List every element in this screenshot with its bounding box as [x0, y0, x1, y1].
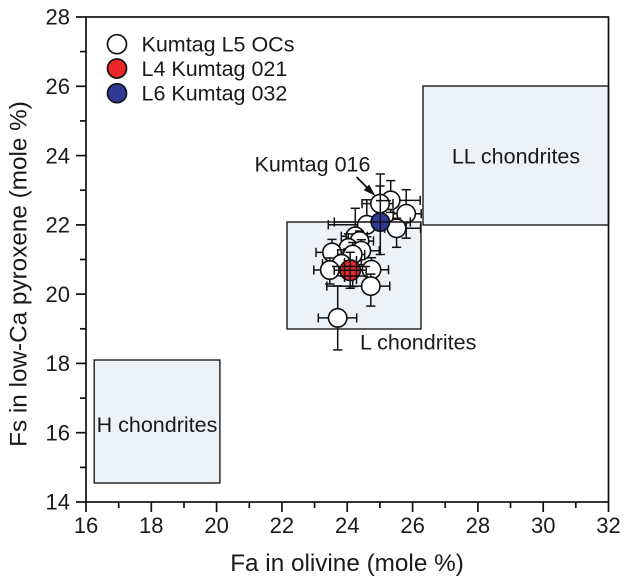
svg-text:L6 Kumtag 032: L6 Kumtag 032 [142, 82, 288, 106]
svg-text:H chondrites: H chondrites [97, 413, 218, 437]
svg-text:30: 30 [531, 513, 555, 538]
svg-text:20: 20 [204, 513, 228, 538]
svg-text:26: 26 [46, 74, 70, 99]
svg-text:16: 16 [46, 420, 70, 445]
svg-text:24: 24 [335, 513, 359, 538]
svg-text:26: 26 [400, 513, 424, 538]
svg-text:Fa in olivine (mole %): Fa in olivine (mole %) [230, 550, 464, 577]
svg-text:14: 14 [46, 490, 70, 515]
svg-text:L4 Kumtag 021: L4 Kumtag 021 [142, 57, 288, 81]
svg-text:24: 24 [46, 143, 70, 168]
svg-text:22: 22 [270, 513, 294, 538]
svg-text:32: 32 [596, 513, 620, 538]
svg-text:22: 22 [46, 213, 70, 238]
svg-text:16: 16 [74, 513, 98, 538]
svg-text:Fs in low-Ca pyroxene (mole %): Fs in low-Ca pyroxene (mole %) [6, 101, 33, 447]
svg-text:20: 20 [46, 282, 70, 307]
svg-text:LL chondrites: LL chondrites [452, 145, 580, 169]
svg-text:28: 28 [46, 5, 70, 30]
svg-text:Kumtag L5 OCs: Kumtag L5 OCs [142, 33, 295, 57]
svg-text:28: 28 [466, 513, 490, 538]
svg-text:L chondrites: L chondrites [360, 331, 476, 355]
svg-text:Kumtag 016: Kumtag 016 [255, 153, 371, 177]
svg-text:18: 18 [46, 351, 70, 376]
svg-text:18: 18 [139, 513, 163, 538]
